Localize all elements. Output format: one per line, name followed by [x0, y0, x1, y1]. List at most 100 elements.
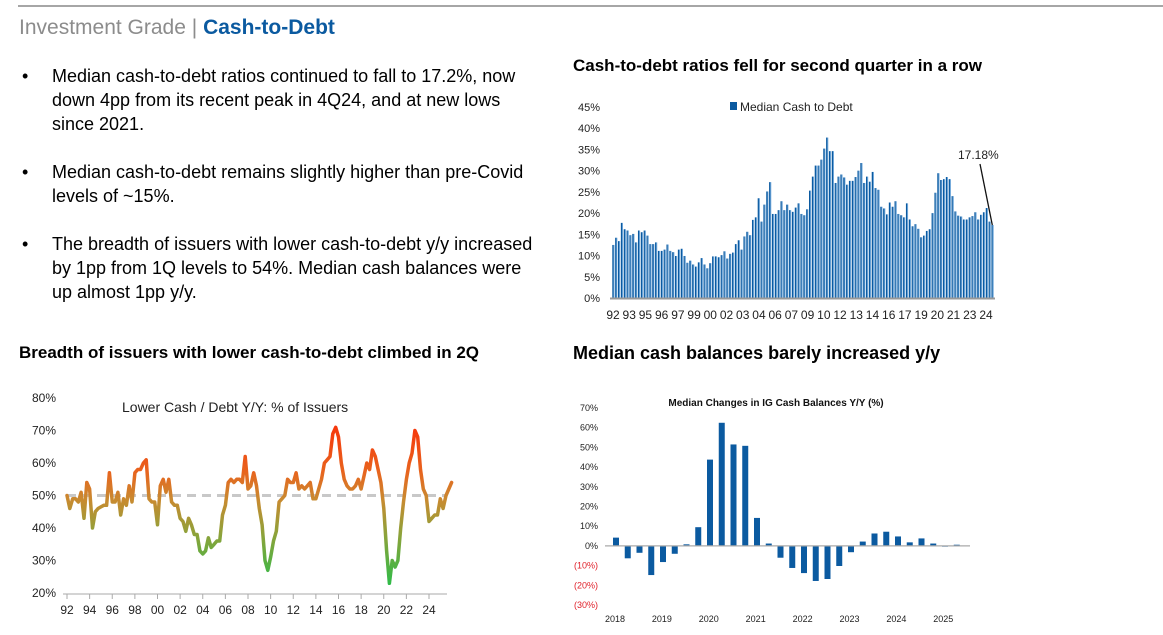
- bar: [840, 174, 842, 298]
- y-tick-label: 40%: [578, 123, 600, 135]
- bar: [965, 219, 968, 298]
- x-tick-label: 2024: [886, 614, 906, 624]
- bar-highlight: [875, 188, 877, 298]
- chart-cash-balances: (30%) (20%) (10%) 0% 10% 20% 30% 40% 50% 60% 70% 2…: [574, 398, 970, 624]
- y-tick-label: 5%: [584, 272, 600, 284]
- x-tick-label: 93: [623, 308, 637, 322]
- bar: [801, 545, 807, 574]
- bar-highlight: [833, 151, 834, 298]
- bar-highlight: [736, 244, 738, 298]
- x-tick-label: 14: [309, 603, 323, 617]
- x-tick-label: 18: [354, 603, 368, 617]
- bar-highlight: [830, 151, 832, 298]
- bar-highlight: [673, 252, 675, 298]
- y-tick-label: 50%: [32, 489, 56, 503]
- bar-highlight: [958, 215, 960, 298]
- bar-highlight: [947, 177, 948, 298]
- bar: [689, 260, 691, 298]
- bar: [692, 264, 694, 298]
- x-tick-label: 97: [671, 308, 685, 322]
- bar: [940, 180, 942, 298]
- bar: [671, 545, 678, 554]
- bar-highlight: [801, 213, 803, 298]
- bar-highlight: [662, 250, 663, 298]
- bar: [957, 215, 959, 298]
- bar-highlight: [687, 262, 689, 298]
- bar: [677, 249, 680, 298]
- y-tick-label: 20%: [578, 208, 600, 220]
- bar: [891, 206, 893, 298]
- bar: [888, 202, 891, 298]
- bar: [931, 213, 933, 298]
- bar-highlight: [767, 191, 769, 298]
- bar: [968, 217, 970, 298]
- bar-highlight: [764, 204, 766, 298]
- bar: [726, 258, 728, 298]
- bar-highlight: [650, 244, 652, 298]
- bar-series: [612, 137, 994, 298]
- y-tick-label: (20%): [574, 580, 598, 590]
- bar-highlight: [704, 264, 706, 298]
- annotation-leader-line: [979, 163, 993, 226]
- bar-highlight: [853, 180, 854, 298]
- bar: [754, 217, 757, 298]
- bar-highlight: [701, 258, 703, 298]
- bar-highlight: [867, 176, 869, 298]
- y-tick-label: 35%: [578, 144, 600, 156]
- bar: [828, 151, 831, 298]
- x-tick-label: 07: [785, 308, 799, 322]
- x-tick-label: 04: [752, 308, 766, 322]
- bar-highlight: [733, 252, 735, 298]
- bar: [846, 184, 848, 298]
- bar: [635, 242, 637, 298]
- x-tick-label: 98: [128, 603, 142, 617]
- x-tick-label: 10: [817, 308, 831, 322]
- x-tick-label: 96: [655, 308, 669, 322]
- bar-highlight: [881, 206, 883, 298]
- bullet-item: • Median cash-to-debt remains slightly h…: [20, 160, 540, 208]
- bar: [754, 517, 760, 546]
- bar: [803, 215, 805, 298]
- bullet-text: Median cash-to-debt remains slightly hig…: [52, 162, 524, 206]
- bar: [826, 137, 828, 298]
- bar: [982, 212, 985, 298]
- bar-highlight: [892, 206, 894, 298]
- bar-highlight: [987, 208, 988, 298]
- bar: [934, 192, 936, 298]
- bar-highlight: [633, 233, 635, 298]
- bar: [786, 204, 788, 298]
- bar: [613, 537, 619, 546]
- bar: [854, 177, 856, 298]
- bar: [660, 545, 666, 563]
- bar: [683, 544, 690, 546]
- bar: [951, 196, 953, 298]
- bar-highlight: [679, 249, 681, 298]
- y-axis: 0% 5% 10% 15% 20% 25% 30% 35% 40% 45%: [578, 102, 600, 305]
- bar-highlight: [664, 249, 666, 298]
- bar-highlight: [924, 235, 926, 298]
- x-tick-label: 08: [241, 603, 255, 617]
- page-title-main: Cash-to-Debt: [203, 16, 335, 39]
- legend-swatch: [730, 102, 737, 110]
- bar-highlight: [710, 263, 712, 298]
- bar-highlight: [921, 237, 923, 298]
- bar-highlight: [784, 210, 786, 298]
- bar: [980, 214, 982, 298]
- bar: [831, 151, 834, 298]
- x-tick-label: 24: [979, 308, 993, 322]
- y-tick-label: 0%: [585, 541, 598, 551]
- bar-highlight: [682, 248, 683, 298]
- bar: [623, 229, 625, 298]
- bar-highlight: [653, 244, 655, 298]
- bar: [615, 237, 617, 298]
- bar: [637, 230, 640, 298]
- bar: [906, 542, 913, 546]
- annotation-label: 17.18%: [958, 148, 999, 162]
- bar: [895, 536, 901, 546]
- bar-highlight: [818, 165, 820, 298]
- bar-highlight: [798, 203, 800, 298]
- bar: [706, 268, 708, 298]
- bar: [686, 262, 688, 298]
- x-tick-label: 99: [687, 308, 701, 322]
